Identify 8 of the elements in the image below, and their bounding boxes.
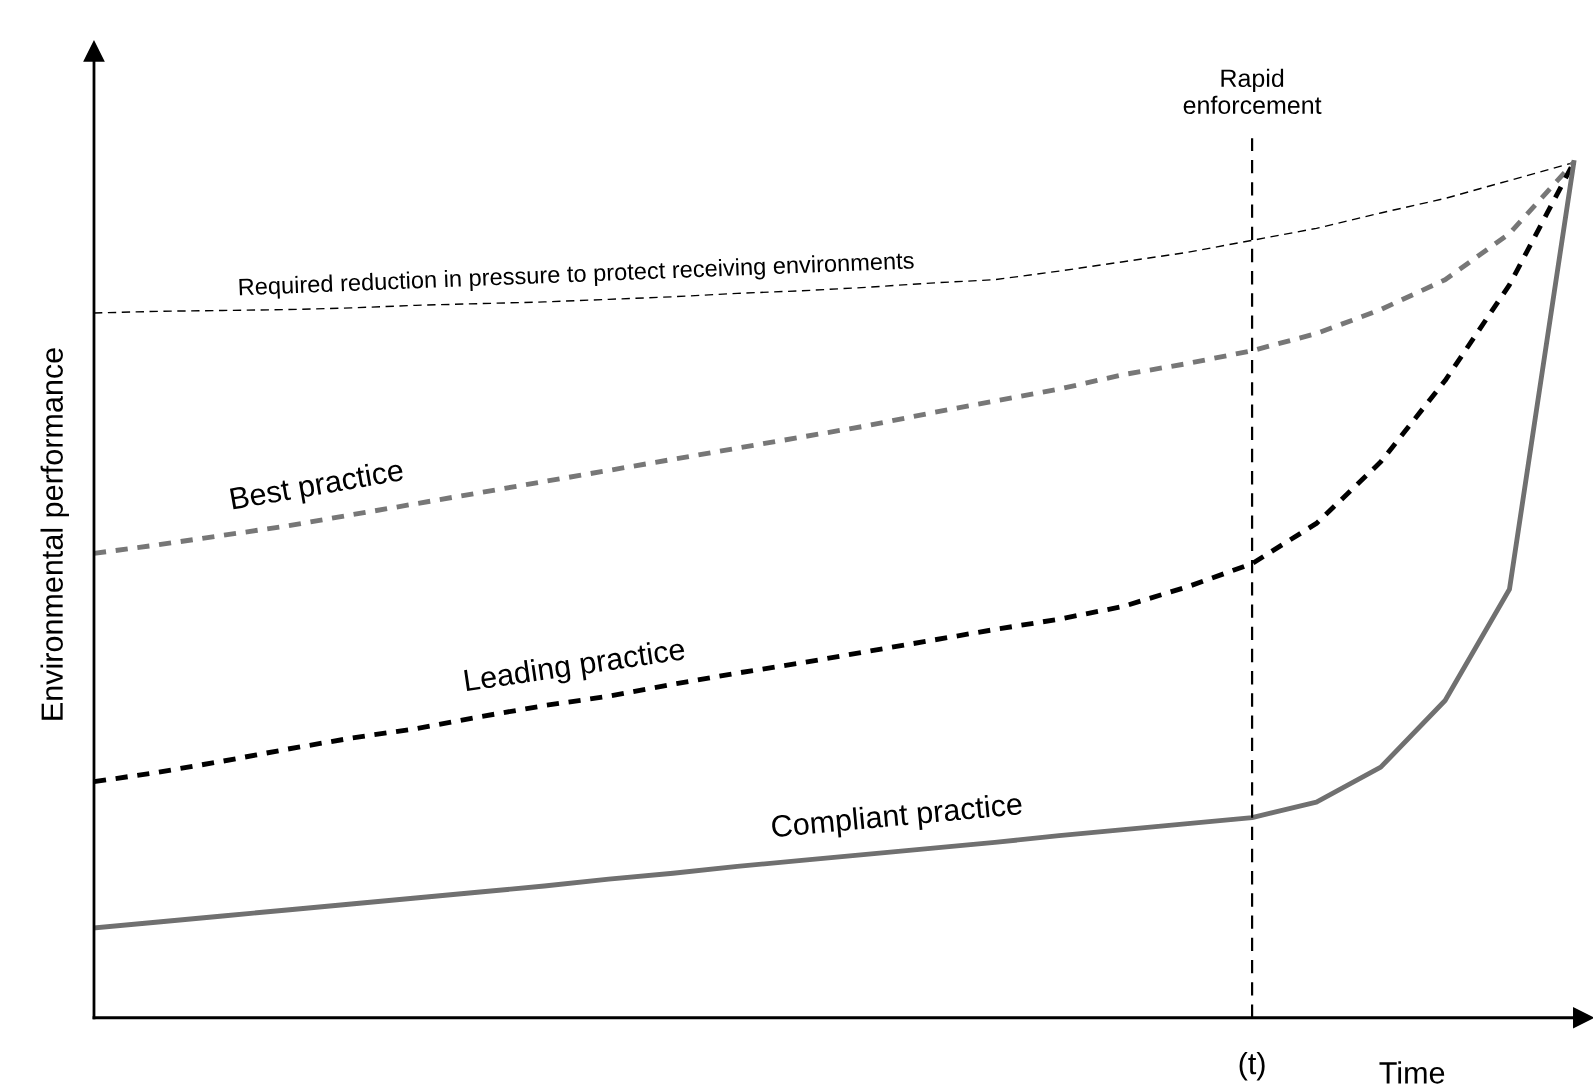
- text: Compliant practice: [771, 792, 1023, 844]
- x-axis-title: Time: [1379, 1061, 1445, 1084]
- y-axis-title: Environmental performance: [40, 348, 69, 720]
- text: Rapid enforcement: [1183, 68, 1322, 115]
- text: Best practice: [229, 458, 405, 516]
- text: Leading practice: [463, 637, 687, 698]
- text: (t): [1239, 1051, 1265, 1081]
- series-label: Required reduction in pressure to protect receiving environments: [239, 251, 915, 301]
